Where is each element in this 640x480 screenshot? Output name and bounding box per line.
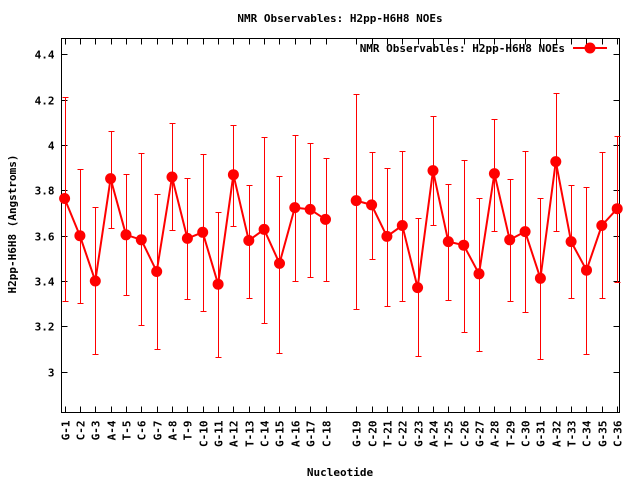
axes: 33.23.43.63.844.24.4G-1 C-2 G-3 A-4 T-5 C-6 G-… — [35, 38, 625, 448]
x-tick-label: C-22 — [397, 421, 410, 448]
data-point — [243, 235, 255, 246]
data-point — [381, 230, 393, 242]
data-points — [59, 156, 623, 294]
data-point — [74, 230, 86, 242]
y-tick-label: 3.2 — [35, 321, 55, 334]
x-tick-label: C-2 — [75, 421, 88, 441]
series-line — [355, 160, 618, 289]
x-tick-label: T-25 — [443, 421, 456, 448]
x-tick-label: T-21 — [382, 420, 395, 447]
x-tick-label: G-17 — [305, 421, 318, 448]
x-tick-label: C-36 — [612, 420, 625, 447]
data-point — [212, 278, 224, 290]
x-tick-label: G-1 — [60, 420, 73, 440]
data-point — [488, 168, 500, 180]
data-point — [151, 266, 163, 277]
data-point — [227, 169, 239, 181]
data-point — [534, 272, 546, 284]
data-point — [611, 203, 623, 215]
data-point — [350, 195, 362, 207]
x-tick-label: G-31 — [535, 420, 548, 447]
y-tick-label: 4 — [48, 140, 55, 153]
y-tick-label: 3 — [48, 367, 55, 380]
y-tick-label: 4.4 — [35, 49, 55, 62]
y-tick-label: 3.4 — [35, 276, 55, 289]
x-tick-label: A-16 — [290, 420, 303, 447]
x-tick-label: T-29 — [505, 421, 518, 448]
data-point — [442, 236, 454, 248]
plot-border — [61, 38, 620, 413]
x-tick-label: A-24 — [428, 420, 441, 447]
y-tick-label: 3.8 — [35, 185, 55, 198]
x-axis-label: Nucleotide — [307, 466, 374, 479]
x-tick-label: G-19 — [351, 421, 364, 448]
data-point — [427, 165, 439, 177]
x-tick-label: T-9 — [182, 421, 195, 441]
data-point — [504, 234, 516, 246]
data-point — [135, 234, 147, 246]
error-bars — [62, 93, 621, 360]
data-point — [258, 223, 270, 235]
y-tick-label: 3.6 — [35, 231, 55, 244]
x-tick-label: G-3 — [90, 421, 103, 441]
x-tick-label: G-7 — [152, 421, 165, 441]
x-tick-label: G-11 — [213, 420, 226, 447]
x-tick-label: C-34 — [581, 420, 594, 447]
x-tick-label: C-30 — [520, 421, 533, 448]
x-tick-label: C-14 — [259, 420, 272, 447]
x-tick-label: A-32 — [551, 421, 564, 448]
data-point — [59, 193, 71, 204]
x-tick-label: C-26 — [459, 420, 472, 447]
data-point — [197, 226, 209, 238]
x-tick-label: C-10 — [198, 421, 211, 448]
x-tick-label: T-5 — [121, 421, 134, 441]
data-point — [550, 156, 562, 168]
data-point — [565, 236, 577, 248]
data-point — [458, 239, 470, 251]
data-point — [473, 268, 485, 280]
x-tick-label: A-28 — [489, 421, 502, 448]
x-tick-label: T-13 — [244, 421, 257, 448]
legend: NMR Observables: H2pp-H6H8 NOEs — [360, 42, 607, 55]
x-tick-label: A-4 — [106, 420, 119, 440]
data-point — [120, 229, 132, 241]
data-point — [396, 220, 408, 231]
data-point — [89, 275, 101, 287]
x-tick-label: A-12 — [228, 421, 241, 448]
legend-marker — [584, 42, 596, 54]
data-point — [304, 203, 316, 215]
x-tick-label: G-15 — [274, 421, 287, 448]
series-line — [63, 173, 327, 286]
data-point — [519, 226, 531, 238]
y-tick-label: 4.2 — [35, 95, 55, 108]
x-tick-label: A-8 — [167, 421, 180, 441]
series-line-group — [63, 160, 618, 289]
data-point — [581, 264, 592, 276]
data-point — [289, 202, 301, 214]
chart-title: NMR Observables: H2pp-H6H8 NOEs — [237, 12, 442, 25]
x-tick-label: C-20 — [367, 421, 380, 448]
data-point — [181, 232, 193, 244]
data-point — [105, 173, 117, 185]
data-point — [274, 257, 285, 269]
x-tick-label: G-27 — [474, 421, 487, 448]
data-point — [166, 171, 178, 183]
x-tick-label: G-35 — [597, 421, 610, 448]
x-tick-label: G-23 — [413, 421, 426, 448]
data-point — [412, 282, 424, 294]
x-tick-label: C-18 — [321, 421, 334, 448]
legend-label: NMR Observables: H2pp-H6H8 NOEs — [360, 42, 565, 55]
x-tick-label: C-6 — [136, 420, 149, 440]
y-axis-label: H2pp-H6H8 (Angstroms) — [6, 154, 19, 293]
data-point — [366, 199, 378, 211]
data-point — [596, 220, 608, 231]
x-tick-label: T-33 — [566, 421, 579, 448]
data-point — [320, 213, 331, 225]
